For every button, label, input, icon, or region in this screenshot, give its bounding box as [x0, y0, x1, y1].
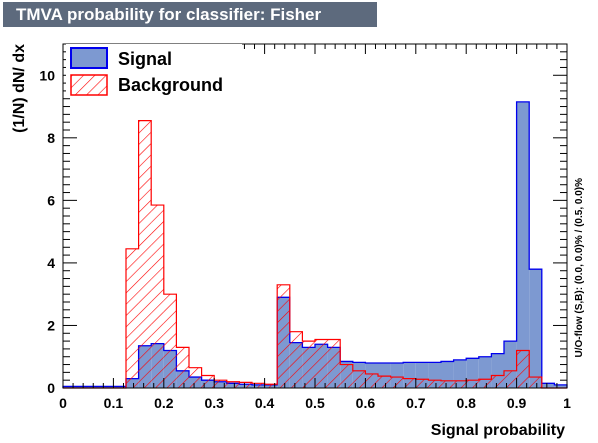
- x-tick-label: 0.6: [356, 395, 376, 411]
- background-bin: [478, 379, 492, 388]
- background-bin: [277, 284, 290, 388]
- legend-signal-swatch: [70, 47, 108, 69]
- x-tick-label: 0.5: [305, 395, 325, 411]
- y-axis-title: (1/N) dN/ dx: [11, 44, 28, 133]
- background-bin: [252, 383, 265, 388]
- background-bin: [378, 376, 391, 388]
- x-tick-label: 1: [563, 395, 571, 411]
- signal-bin: [75, 386, 89, 388]
- background-bin: [239, 382, 252, 388]
- y-tick-label: 8: [47, 130, 55, 146]
- background-bin: [151, 205, 164, 388]
- signal-bin: [554, 384, 567, 388]
- background-bin: [214, 380, 227, 388]
- background-bin: [340, 364, 353, 388]
- y-tick-label: 0: [47, 380, 55, 396]
- background-bin: [189, 367, 202, 388]
- x-tick-label: 0.9: [507, 395, 527, 411]
- background-bin: [516, 350, 530, 388]
- signal-bin: [63, 386, 76, 388]
- x-tick-label: 0: [59, 395, 67, 411]
- overflow-note: U/O-flow (S,B): (0.0, 0.0)% / (0.5, 0.0)…: [574, 178, 585, 358]
- y-tick-label: 6: [47, 192, 55, 208]
- chart-title: TMVA probability for classifier: Fisher: [3, 2, 377, 27]
- signal-bin: [516, 101, 530, 388]
- background-bin: [163, 294, 177, 388]
- background-bin: [201, 375, 215, 388]
- background-outline: [63, 120, 567, 389]
- y-tick-label: 2: [47, 317, 55, 333]
- signal-bin: [113, 386, 126, 388]
- background-bin: [504, 370, 517, 388]
- signal-bin: [541, 383, 555, 388]
- background-bin: [226, 381, 240, 388]
- background-bin: [315, 339, 328, 388]
- x-tick-label: 0.8: [456, 395, 476, 411]
- background-bin: [466, 380, 479, 388]
- x-axis-title: Signal probability: [431, 422, 565, 439]
- background-bin: [415, 379, 429, 388]
- x-tick-label: 0.7: [406, 395, 426, 411]
- background-bin: [491, 375, 504, 388]
- y-tick-label: 4: [47, 255, 55, 271]
- legend-background-label: Background: [118, 75, 223, 95]
- background-bin: [365, 373, 378, 388]
- x-tick-label: 0.4: [255, 395, 275, 411]
- background-bin: [138, 120, 152, 389]
- background-bin: [453, 380, 467, 388]
- background-bin: [126, 248, 139, 388]
- x-tick-label: 0.3: [204, 395, 224, 411]
- x-tick-label: 0.1: [104, 395, 124, 411]
- background-bin: [264, 384, 278, 388]
- signal-bin: [529, 269, 542, 388]
- legend-background-swatch: [70, 74, 108, 96]
- legend: Signal Background: [66, 44, 242, 98]
- background-bin: [403, 378, 416, 388]
- y-tick-label: 10: [39, 67, 55, 83]
- signal-bin: [100, 386, 114, 388]
- background-bin: [352, 370, 366, 388]
- background-bin: [441, 380, 454, 388]
- background-bin: [327, 339, 341, 388]
- legend-signal-label: Signal: [118, 49, 172, 69]
- x-tick-label: 0.2: [154, 395, 174, 411]
- background-bin: [529, 377, 542, 388]
- background-bin: [176, 347, 189, 388]
- signal-bin: [88, 386, 101, 388]
- background-bin: [289, 331, 303, 388]
- background-bin: [428, 380, 441, 388]
- background-bin: [302, 341, 315, 388]
- background-bin: [390, 377, 404, 388]
